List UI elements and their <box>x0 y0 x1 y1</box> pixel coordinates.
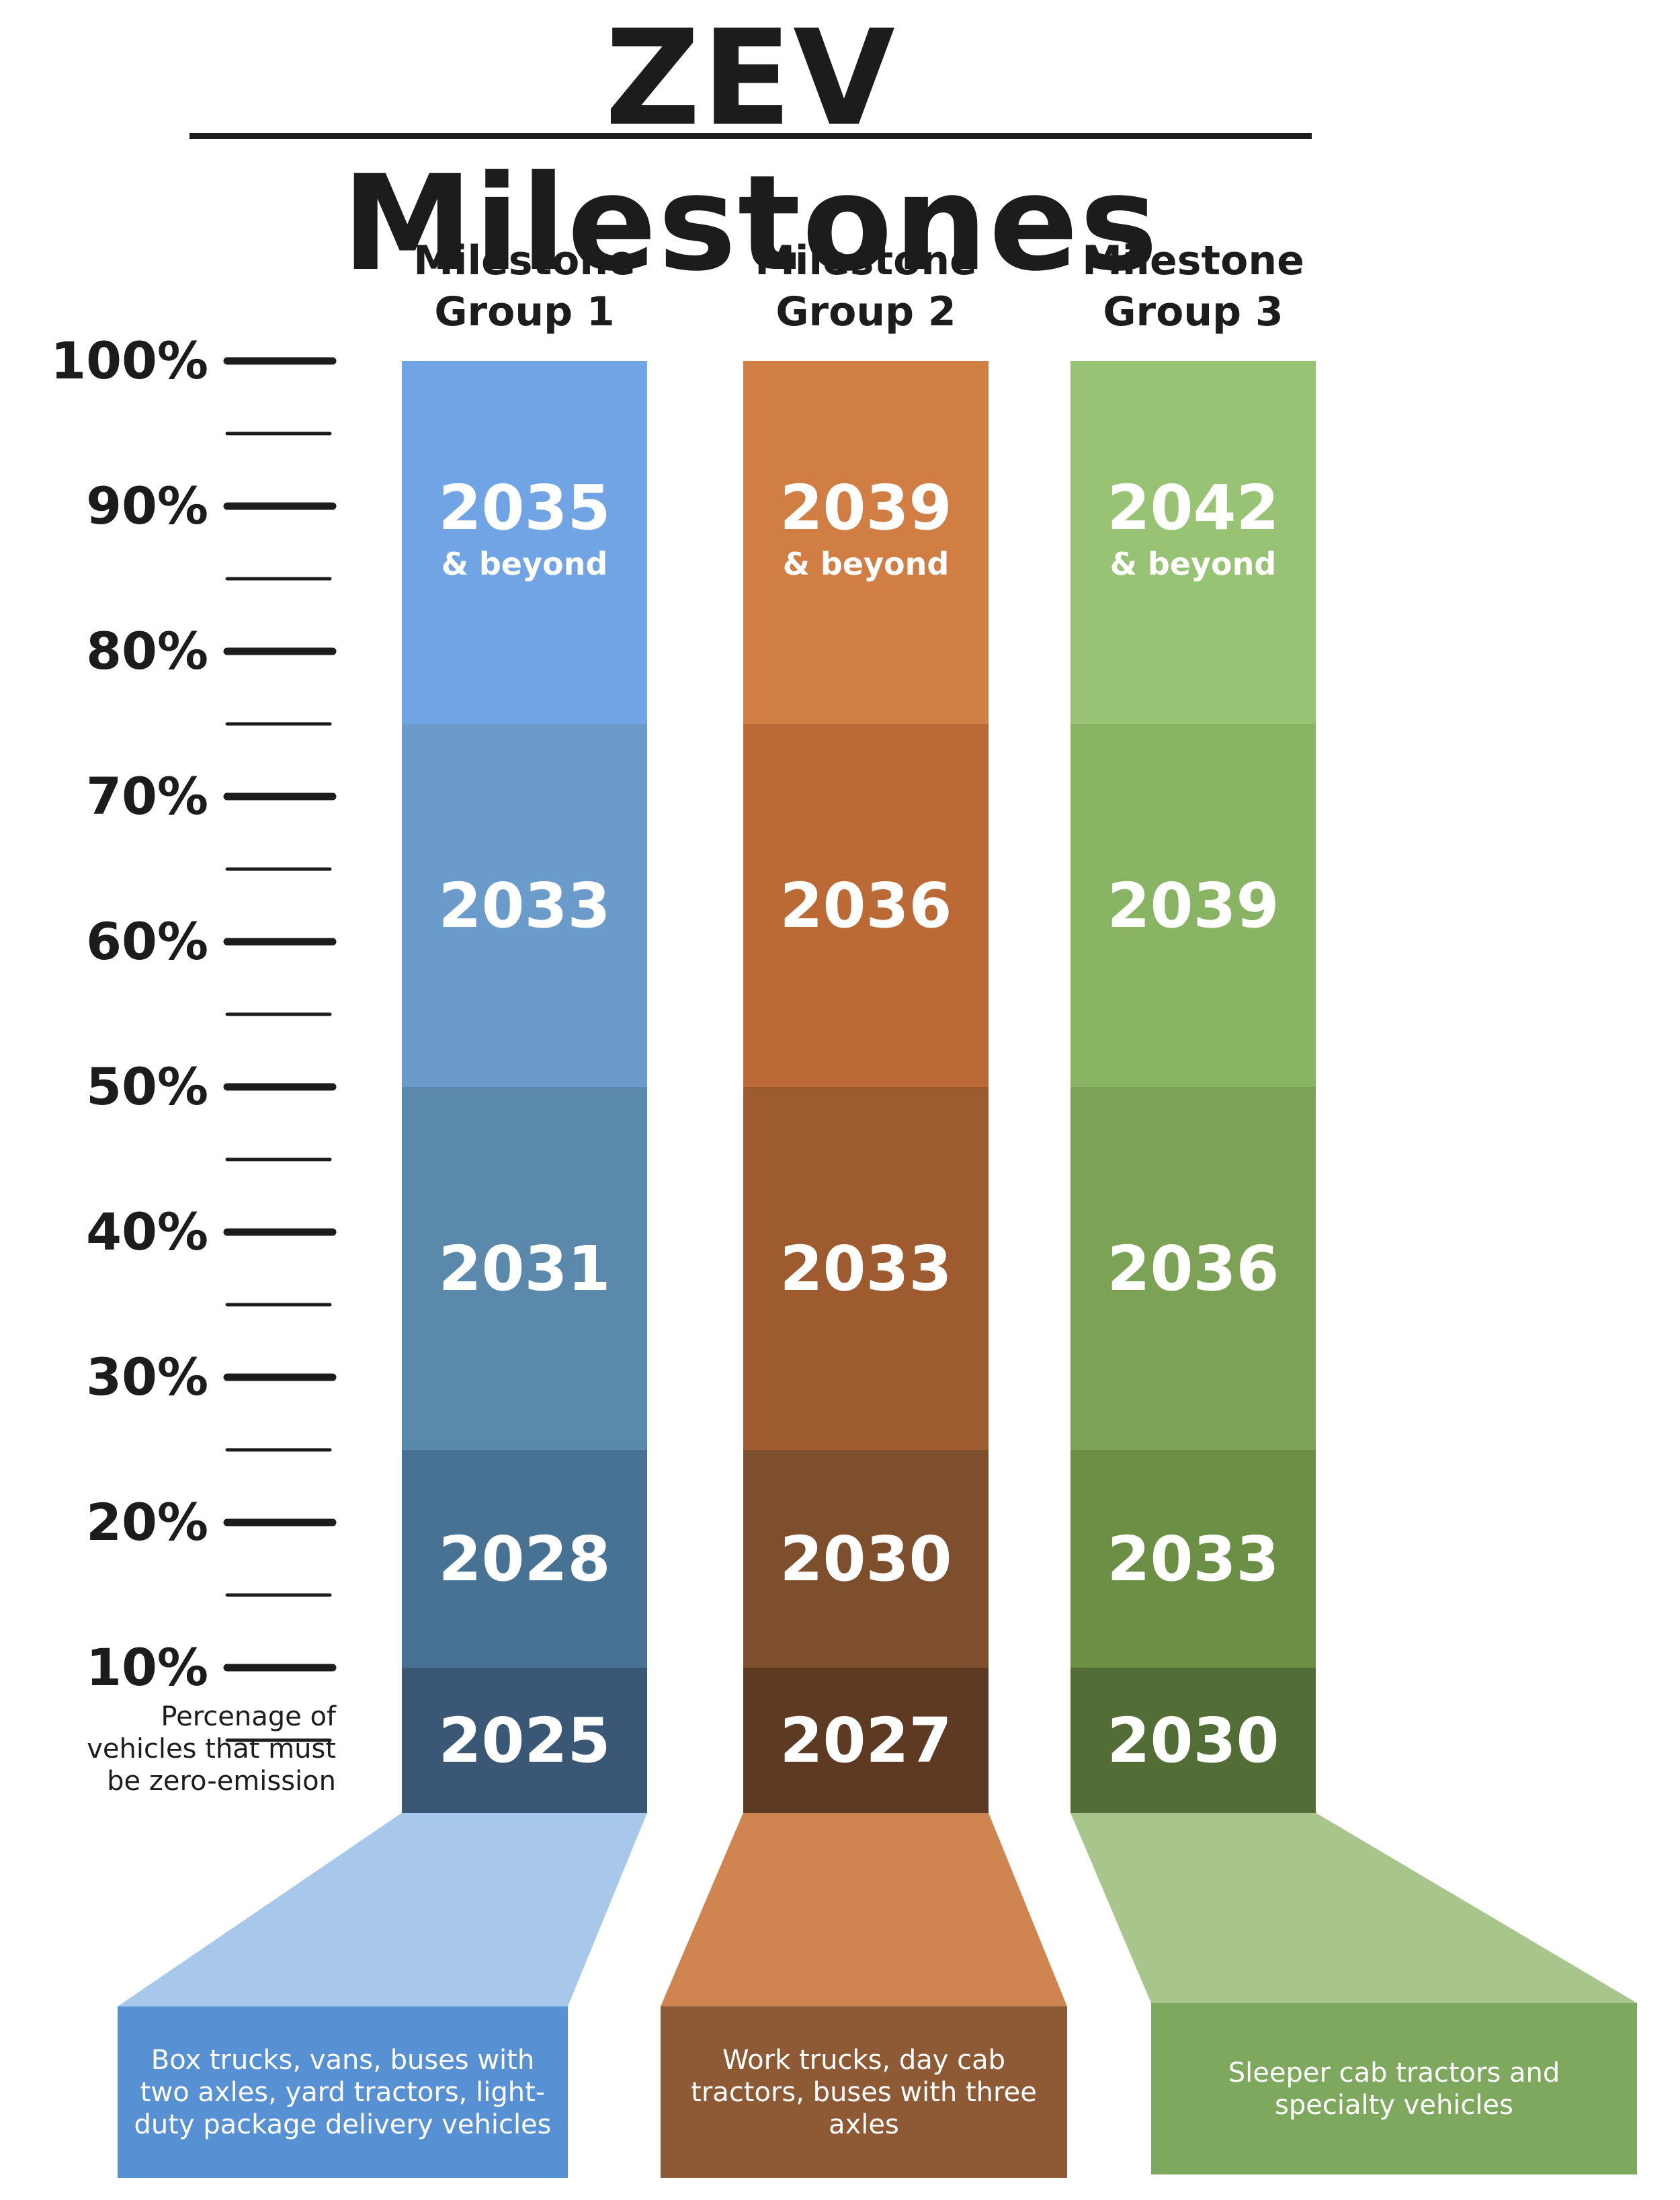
group-description-box <box>661 2006 1067 2178</box>
segment-year-label: 2036 <box>1107 1233 1279 1305</box>
group-description: Box trucks, vans, buses with two axles, … <box>134 2044 552 2140</box>
segment-year-label: 2036 <box>780 870 952 942</box>
group-description-box <box>118 2006 568 2178</box>
group-description: Sleeper cab tractors and specialty vehic… <box>1228 2057 1560 2121</box>
y-tick-label: 30% <box>86 1347 208 1407</box>
group-title: Milestone Group 2 <box>755 237 977 335</box>
y-tick-label: 70% <box>86 766 208 826</box>
bar-segment <box>743 724 989 1087</box>
group-title: Milestone Group 1 <box>413 237 636 335</box>
y-tick-label: 80% <box>86 621 208 681</box>
y-tick-label: 100% <box>50 331 208 391</box>
segment-year-label: 2039 <box>1107 870 1279 942</box>
segment-year-label: 2025 <box>438 1705 610 1777</box>
bar-segment <box>402 724 647 1087</box>
bar-segment <box>402 1668 647 1813</box>
y-axis-label: Percenage of vehicles that must be zero-… <box>87 1701 336 1797</box>
segment-year-label: 2031 <box>438 1233 610 1305</box>
segment-year-label: 2035 <box>438 472 610 544</box>
bar-segment <box>1070 1450 1316 1668</box>
y-tick-label: 40% <box>86 1202 208 1262</box>
segment-year-label: 2039 <box>780 472 952 544</box>
bar-segment <box>743 1668 989 1813</box>
y-tick-label: 90% <box>86 476 208 536</box>
bar-segment <box>743 1087 989 1450</box>
segment-year-label: 2033 <box>780 1233 952 1305</box>
segment-year-label: 2028 <box>438 1523 610 1595</box>
bar-segment <box>402 1087 647 1450</box>
page-title: ZEV Milestones <box>341 2 1160 300</box>
segment-note-label: & beyond <box>783 546 950 582</box>
y-tick-label: 20% <box>86 1492 208 1552</box>
bar-segment <box>1070 1668 1316 1813</box>
bar-segment <box>743 1450 989 1668</box>
group-funnel <box>118 1813 647 2006</box>
y-tick-label: 50% <box>86 1057 208 1116</box>
group-title: Milestone Group 3 <box>1082 237 1304 335</box>
segment-year-label: 2027 <box>780 1705 952 1777</box>
group-funnel <box>1070 1813 1637 2003</box>
bar-segment <box>402 361 647 724</box>
y-tick-label: 60% <box>86 911 208 971</box>
segment-year-label: 2033 <box>1107 1523 1279 1595</box>
segment-year-label: 2030 <box>780 1523 952 1595</box>
group-description-box <box>1151 2003 1637 2174</box>
segment-year-label: 2030 <box>1107 1705 1279 1777</box>
bar-segment <box>743 361 989 724</box>
bar-segment <box>1070 1087 1316 1450</box>
title-underline <box>190 133 1312 139</box>
bar-segment <box>402 1450 647 1668</box>
segment-note-label: & beyond <box>442 546 608 582</box>
bar-segment <box>1070 361 1316 724</box>
segment-year-label: 2042 <box>1107 472 1279 544</box>
bar-segment <box>1070 724 1316 1087</box>
group-funnel <box>661 1813 1067 2006</box>
segment-note-label: & beyond <box>1110 546 1277 582</box>
group-description: Work trucks, day cab tractors, buses wit… <box>691 2044 1037 2140</box>
segment-year-label: 2033 <box>438 870 610 942</box>
y-tick-label: 10% <box>86 1637 208 1697</box>
